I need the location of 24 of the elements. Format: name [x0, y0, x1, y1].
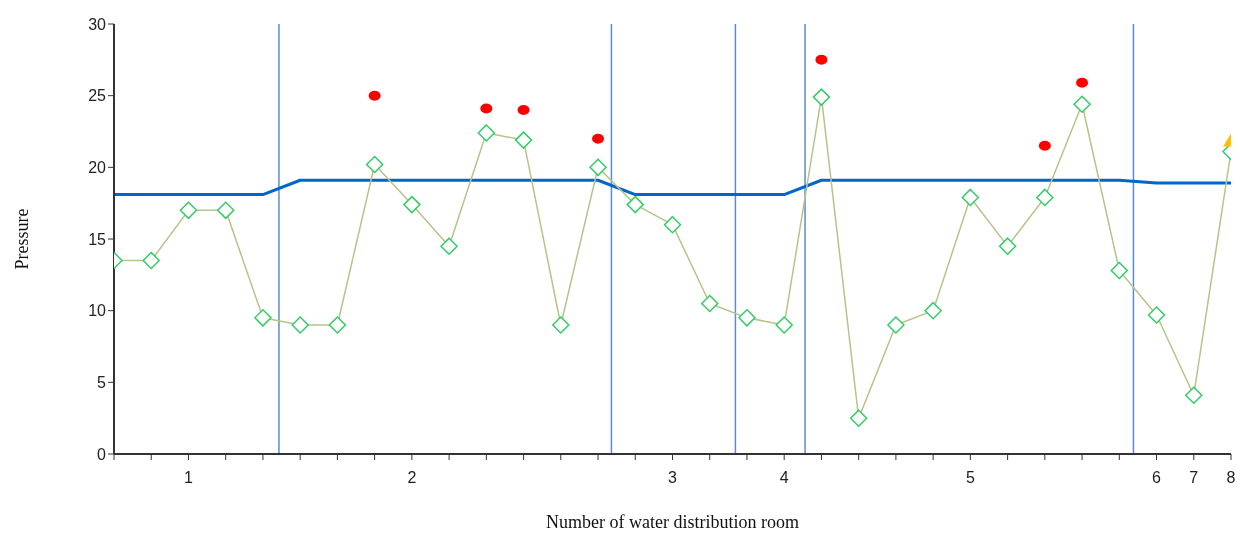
point	[368, 90, 381, 101]
point	[815, 54, 828, 65]
y-axis-title: Pressure	[12, 208, 33, 270]
x-tick-label: 6	[1152, 469, 1162, 487]
y-tick-label: 20	[88, 159, 107, 177]
y-tick-label: 0	[97, 445, 107, 463]
y-tick-label: 25	[88, 87, 107, 105]
point	[1076, 77, 1089, 88]
y-tick-label: 5	[97, 374, 107, 392]
y-tick-label: 15	[88, 230, 107, 248]
point	[1038, 140, 1051, 151]
x-tick-label: 7	[1189, 469, 1199, 487]
x-tick-label: 1	[184, 469, 194, 487]
y-tick-label: 30	[88, 15, 107, 33]
point	[480, 103, 493, 114]
y-tick-label: 10	[88, 302, 107, 320]
x-tick-label: 4	[779, 469, 789, 487]
x-tick-label: 2	[407, 469, 417, 487]
x-tick-label: 8	[1226, 469, 1236, 487]
point	[517, 105, 530, 115]
x-tick-label: 3	[668, 469, 678, 487]
x-tick-label: 5	[965, 469, 975, 487]
point	[592, 133, 605, 144]
x-axis-title: Number of water distribution room	[546, 512, 799, 532]
